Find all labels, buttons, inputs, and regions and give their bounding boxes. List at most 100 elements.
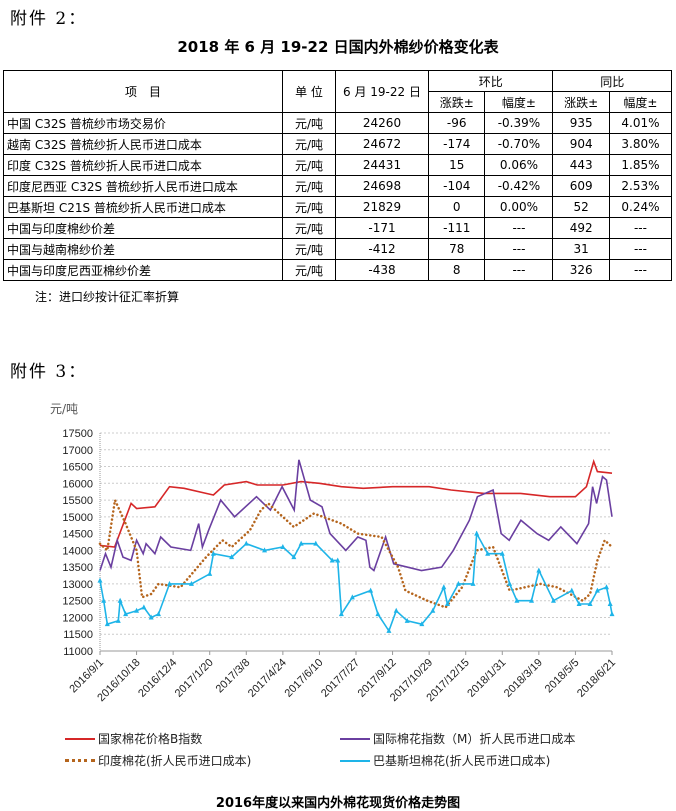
data-point-marker [470, 580, 476, 586]
data-point-marker [134, 607, 140, 613]
series-line-2 [98, 495, 614, 609]
x-tick-label: 2018/1/31 [465, 657, 508, 700]
cell-mom-pct: --- [484, 238, 554, 260]
series-line-0 [99, 458, 613, 548]
cell-item: 印度 C32S 普梳纱折人民币进口成本 [3, 154, 283, 176]
table-row: 中国与印度尼西亚棉纱价差 元/吨 -438 8 --- 326 --- [3, 259, 673, 281]
cell-yoy-pct: 0.24% [608, 196, 673, 218]
cell-period: 21829 [335, 196, 429, 218]
cell-period: 24431 [335, 154, 429, 176]
cell-yoy-pct: 1.85% [608, 154, 673, 176]
data-point-marker [101, 597, 107, 603]
data-point-marker [529, 597, 535, 603]
data-point-marker [609, 611, 615, 617]
data-point-marker [291, 554, 297, 560]
data-point-marker [474, 530, 480, 536]
cell-yoy-change: 904 [552, 133, 610, 155]
y-tick-label: 12500 [62, 596, 93, 608]
y-tick-label: 11000 [63, 646, 93, 658]
cell-mom-change: 8 [427, 259, 486, 281]
header-mom: 环比 [427, 70, 554, 92]
cell-unit: 元/吨 [282, 217, 336, 239]
cell-yoy-pct: 4.01% [608, 112, 673, 134]
header-mom-pct: 幅度± [484, 91, 554, 113]
cell-item: 印度尼西亚 C32S 普梳纱折人民币进口成本 [3, 175, 283, 197]
data-point-marker [329, 557, 335, 563]
data-point-marker [386, 627, 392, 633]
data-point-marker [104, 621, 110, 627]
table-row: 印度尼西亚 C32S 普梳纱折人民币进口成本 元/吨 24698 -104 -0.42%… [3, 175, 673, 197]
data-point-marker [607, 601, 613, 607]
cell-item: 中国与印度棉纱价差 [3, 217, 283, 239]
cell-unit: 元/吨 [282, 154, 336, 176]
data-point-marker [148, 614, 154, 620]
x-tick-label: 2018/3/19 [502, 657, 545, 700]
data-point-marker [298, 540, 304, 546]
cell-yoy-change: 52 [552, 196, 610, 218]
cell-mom-pct: --- [484, 217, 554, 239]
legend-swatch-purple-line-icon [340, 737, 370, 740]
cell-mom-pct: -0.70% [484, 133, 554, 155]
data-point-marker [188, 580, 194, 586]
cell-mom-pct: --- [484, 259, 554, 281]
y-axis-unit-label: 元/吨 [50, 402, 78, 416]
attachment-3-label: 附件 3： [10, 362, 88, 382]
cell-period: -438 [335, 259, 429, 281]
cell-item: 中国与印度尼西亚棉纱价差 [3, 259, 283, 281]
series-line-1 [99, 459, 613, 572]
table-row: 越南 C32S 普梳纱折人民币进口成本 元/吨 24672 -174 -0.70% 904… [3, 133, 673, 155]
header-mom-change: 涨跌± [427, 91, 486, 113]
data-point-marker [393, 607, 399, 613]
legend-swatch-dotted-line-icon [65, 759, 95, 762]
header-item: 项 目 [3, 70, 283, 113]
x-tick-label: 2017/7/27 [319, 657, 362, 700]
table-note: 注：进口纱按计征汇率折算 [35, 290, 180, 304]
cell-mom-change: -111 [427, 217, 486, 239]
cell-yoy-change: 609 [552, 175, 610, 197]
cell-mom-change: 78 [427, 238, 486, 260]
table-row: 印度 C32S 普梳纱折人民币进口成本 元/吨 24431 15 0.06% 443 1.8… [3, 154, 673, 176]
header-unit: 单 位 [282, 70, 336, 113]
data-point-marker [604, 584, 610, 590]
cell-mom-change: 15 [427, 154, 486, 176]
table-row: 中国 C32S 普梳纱市场交易价 元/吨 24260 -96 -0.39% 935 4.01… [3, 112, 673, 134]
yarn-price-table: 项 目 单 位 6 月 19-22 日 环比 同比 涨跌± 幅度± 涨跌± 幅度… [3, 70, 673, 281]
legend-item-pakistan: 巴基斯坦棉花(折人民币进口成本) [340, 752, 550, 769]
data-point-marker [587, 601, 593, 607]
data-point-marker [123, 611, 129, 617]
cell-item: 巴基斯坦 C21S 普梳纱折人民币进口成本 [3, 196, 283, 218]
data-point-marker [207, 570, 213, 576]
x-tick-label: 2017/1/20 [173, 657, 216, 700]
cell-unit: 元/吨 [282, 196, 336, 218]
header-yoy-pct: 幅度± [608, 91, 673, 113]
data-point-marker [335, 557, 341, 563]
data-point-marker [569, 587, 575, 593]
data-point-marker [594, 587, 600, 593]
legend-label: 印度棉花(折人民币进口成本) [98, 754, 252, 768]
cell-mom-change: -104 [427, 175, 486, 197]
data-point-marker [141, 604, 147, 610]
cell-mom-pct: -0.42% [484, 175, 554, 197]
table-row: 中国与越南棉纱价差 元/吨 -412 78 --- 31 --- [3, 238, 673, 260]
data-point-marker [338, 611, 344, 617]
y-tick-label: 15500 [62, 495, 93, 507]
cell-yoy-change: 492 [552, 217, 610, 239]
y-tick-label: 14500 [62, 529, 93, 541]
data-point-marker [419, 621, 425, 627]
header-period: 6 月 19-22 日 [335, 70, 429, 113]
data-point-marker [576, 601, 582, 607]
data-point-marker [444, 601, 450, 607]
y-tick-label: 15000 [62, 512, 93, 524]
data-point-marker [313, 540, 319, 546]
attachment-2-label: 附件 2： [10, 9, 88, 29]
x-tick-label: 2016/12/4 [136, 657, 179, 700]
cell-yoy-change: 31 [552, 238, 610, 260]
x-tick-label: 2017/6/10 [282, 657, 325, 700]
y-tick-label: 13500 [62, 562, 93, 574]
cell-yoy-pct: --- [608, 238, 673, 260]
table-row: 巴基斯坦 C21S 普梳纱折人民币进口成本 元/吨 21829 0 0.00% 52 0.2… [3, 196, 673, 218]
cell-yoy-change: 326 [552, 259, 610, 281]
cell-period: -171 [335, 217, 429, 239]
cell-item: 越南 C32S 普梳纱折人民币进口成本 [3, 133, 283, 155]
